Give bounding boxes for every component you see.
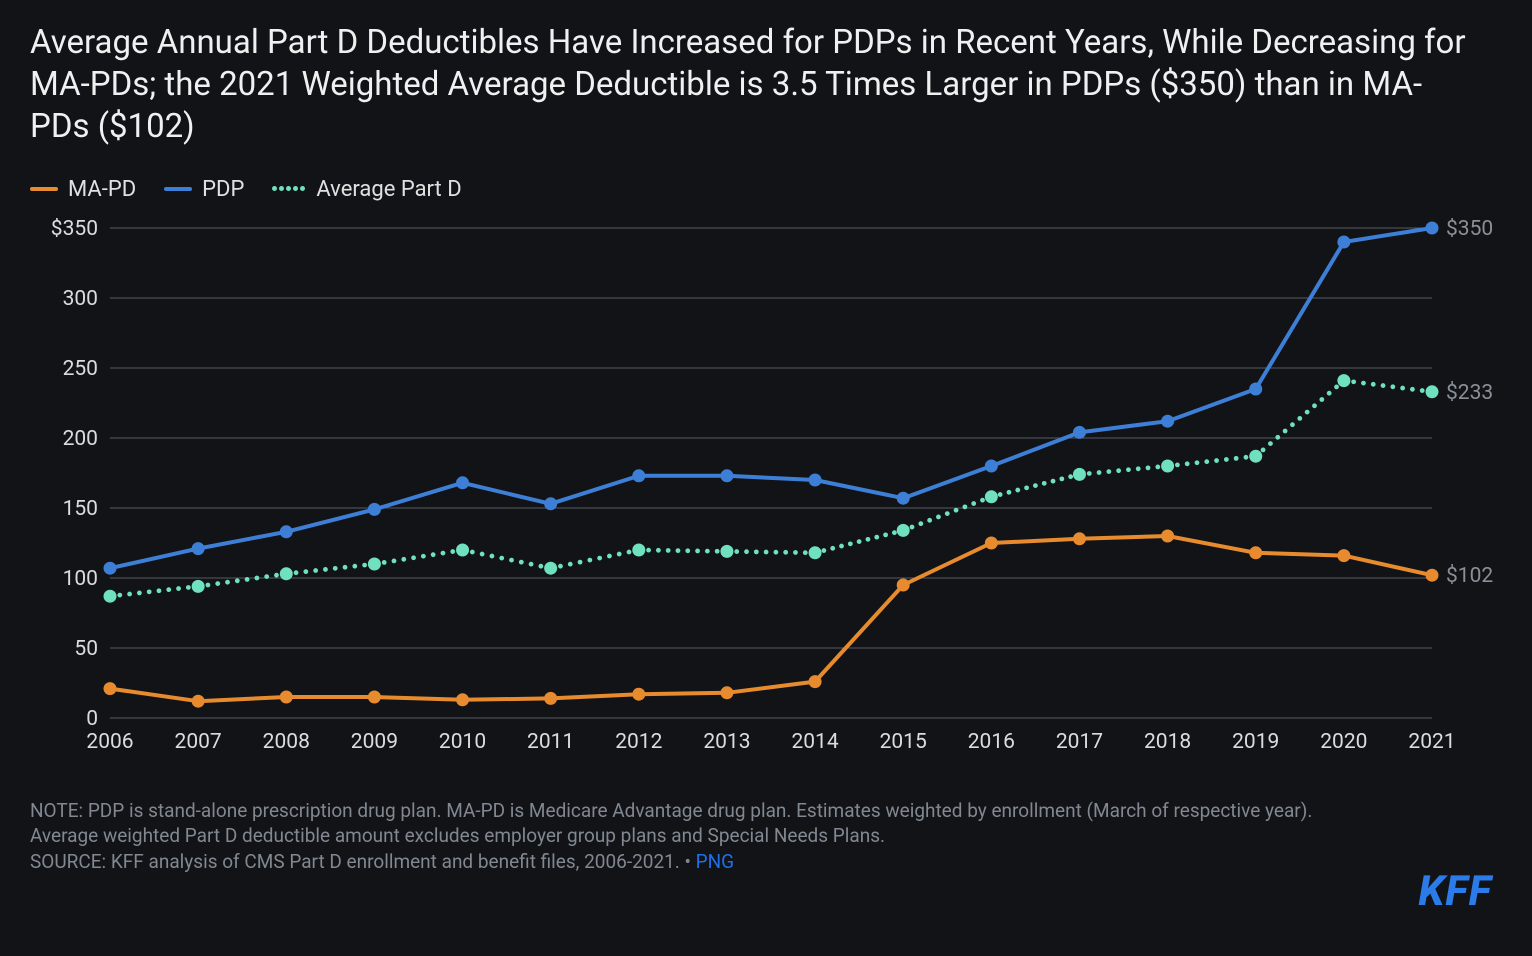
svg-text:300: 300 [63,287,98,311]
legend-item-mapd: MA-PD [30,177,136,202]
svg-text:0: 0 [86,707,98,731]
note-text: NOTE: PDP is stand-alone prescription dr… [30,799,1312,848]
svg-text:2006: 2006 [86,730,133,754]
svg-text:2019: 2019 [1232,730,1279,754]
svg-text:$350: $350 [51,218,98,241]
svg-text:2020: 2020 [1320,730,1367,754]
svg-text:2009: 2009 [351,730,398,754]
legend: MA-PD PDP Average Part D [30,177,1502,202]
chart-footnote: NOTE: PDP is stand-alone prescription dr… [30,798,1350,875]
svg-text:2011: 2011 [527,730,574,754]
svg-text:2007: 2007 [175,730,222,754]
chart-svg: 0 50 100 150 200 250 300 $350 2006 2007 2008 2009 20… [30,218,1502,758]
svg-text:2013: 2013 [703,730,750,754]
svg-text:150: 150 [63,497,98,521]
kff-logo: KFF [1418,867,1492,916]
svg-text:2016: 2016 [968,730,1015,754]
line-chart: 0 50 100 150 200 250 300 $350 2006 2007 2008 2009 20… [30,218,1502,758]
svg-text:100: 100 [63,567,98,591]
svg-text:2021: 2021 [1408,730,1455,754]
svg-text:50: 50 [74,637,98,661]
svg-text:$233: $233 [1446,381,1493,405]
legend-item-avg: Average Part D [272,177,461,202]
svg-text:2018: 2018 [1144,730,1191,754]
svg-text:2014: 2014 [791,730,838,754]
legend-swatch-avg [272,183,306,195]
svg-text:$350: $350 [1446,218,1493,241]
legend-label-avg: Average Part D [316,177,461,202]
chart-title: Average Annual Part D Deductibles Have I… [30,22,1480,149]
svg-text:2008: 2008 [263,730,310,754]
legend-item-pdp: PDP [164,177,244,202]
legend-swatch-mapd [30,187,58,191]
svg-text:2017: 2017 [1056,730,1103,754]
svg-text:2010: 2010 [439,730,486,754]
source-text: SOURCE: KFF analysis of CMS Part D enrol… [30,850,696,873]
png-link[interactable]: PNG [696,850,734,873]
svg-text:200: 200 [63,427,98,451]
svg-text:2015: 2015 [880,730,927,754]
svg-text:250: 250 [63,357,98,381]
svg-text:2012: 2012 [615,730,662,754]
legend-label-pdp: PDP [202,177,244,202]
legend-label-mapd: MA-PD [68,177,136,202]
svg-text:$102: $102 [1446,564,1493,588]
legend-swatch-pdp [164,187,192,191]
